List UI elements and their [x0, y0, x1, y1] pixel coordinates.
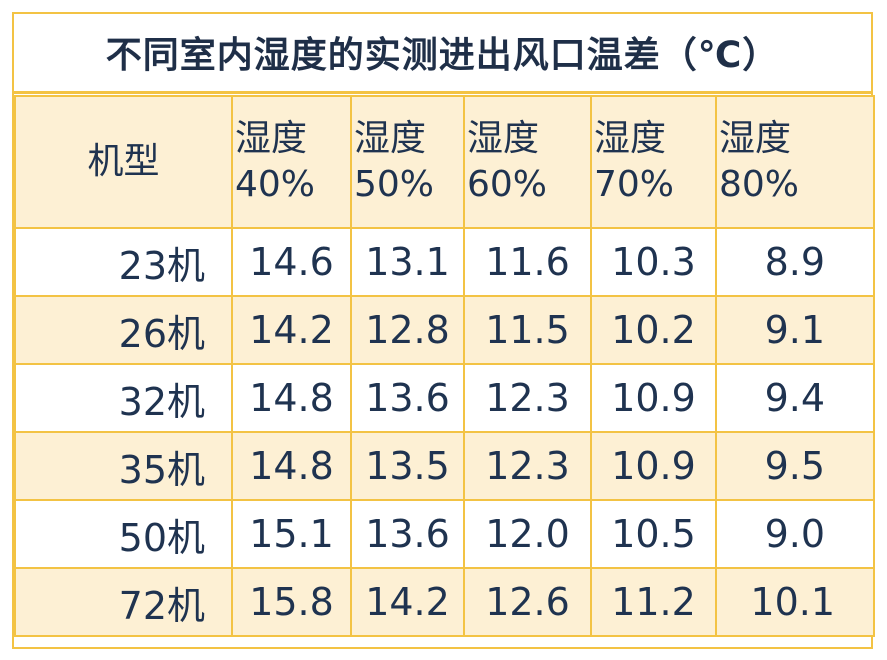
value-cell: 8.9 — [715, 227, 875, 297]
value-cell: 11.6 — [463, 227, 592, 297]
row-model-cell: 72机 — [14, 567, 233, 637]
value-cell: 14.2 — [350, 567, 465, 637]
value-cell: 10.1 — [715, 567, 875, 637]
row-model-cell: 50机 — [14, 499, 233, 569]
value-cell: 11.2 — [590, 567, 717, 637]
value-cell: 14.6 — [231, 227, 352, 297]
value-cell: 10.3 — [590, 227, 717, 297]
value-cell: 9.1 — [715, 295, 875, 365]
column-header-label: 湿度 — [467, 118, 540, 159]
value-cell: 12.3 — [463, 431, 592, 501]
value-cell: 10.9 — [590, 363, 717, 433]
value-cell: 9.4 — [715, 363, 875, 433]
value-cell: 14.2 — [231, 295, 352, 365]
column-header-humidity-40: 湿度 40% — [231, 95, 352, 229]
value-cell: 14.8 — [231, 431, 352, 501]
value-cell: 11.5 — [463, 295, 592, 365]
table-row: 35机 14.8 13.5 12.3 10.9 9.5 — [14, 431, 875, 501]
column-header-percent: 50% — [354, 164, 435, 205]
table-row: 72机 15.8 14.2 12.6 11.2 10.1 — [14, 567, 875, 637]
column-header-label: 湿度 — [594, 118, 667, 159]
value-cell: 9.0 — [715, 499, 875, 569]
table-row: 50机 15.1 13.6 12.0 10.5 9.0 — [14, 499, 875, 569]
table-row: 26机 14.2 12.8 11.5 10.2 9.1 — [14, 295, 875, 365]
column-header-percent: 70% — [594, 164, 675, 205]
value-cell: 13.6 — [350, 499, 465, 569]
row-model-cell: 26机 — [14, 295, 233, 365]
column-header-label: 湿度 — [354, 118, 427, 159]
column-header-percent: 40% — [235, 164, 316, 205]
column-header-label: 湿度 — [719, 118, 792, 159]
column-header-percent: 80% — [719, 164, 800, 205]
value-cell: 12.6 — [463, 567, 592, 637]
value-cell: 13.1 — [350, 227, 465, 297]
table-row: 32机 14.8 13.6 12.3 10.9 9.4 — [14, 363, 875, 433]
value-cell: 15.8 — [231, 567, 352, 637]
value-cell: 13.6 — [350, 363, 465, 433]
value-cell: 14.8 — [231, 363, 352, 433]
value-cell: 12.8 — [350, 295, 465, 365]
value-cell: 13.5 — [350, 431, 465, 501]
table-row: 23机 14.6 13.1 11.6 10.3 8.9 — [14, 227, 875, 297]
row-model-cell: 32机 — [14, 363, 233, 433]
row-model-cell: 23机 — [14, 227, 233, 297]
column-header-humidity-60: 湿度 60% — [463, 95, 592, 229]
column-header-percent: 60% — [467, 164, 548, 205]
value-cell: 12.3 — [463, 363, 592, 433]
column-header-humidity-70: 湿度 70% — [590, 95, 717, 229]
column-header-humidity-80: 湿度 80% — [715, 95, 875, 229]
value-cell: 10.5 — [590, 499, 717, 569]
page-title: 不同室内湿度的实测进出风口温差（℃） — [12, 12, 873, 94]
value-cell: 15.1 — [231, 499, 352, 569]
data-table: 机型 湿度 40% 湿度 50% 湿度 60% 湿度 70% 湿度 80% 23… — [14, 95, 875, 637]
column-header-label: 湿度 — [235, 118, 308, 159]
column-header-humidity-50: 湿度 50% — [350, 95, 465, 229]
header-row: 机型 湿度 40% 湿度 50% 湿度 60% 湿度 70% 湿度 80% — [14, 95, 875, 229]
value-cell: 12.0 — [463, 499, 592, 569]
value-cell: 10.2 — [590, 295, 717, 365]
value-cell: 9.5 — [715, 431, 875, 501]
row-model-cell: 35机 — [14, 431, 233, 501]
value-cell: 10.9 — [590, 431, 717, 501]
column-header-model: 机型 — [14, 95, 233, 229]
